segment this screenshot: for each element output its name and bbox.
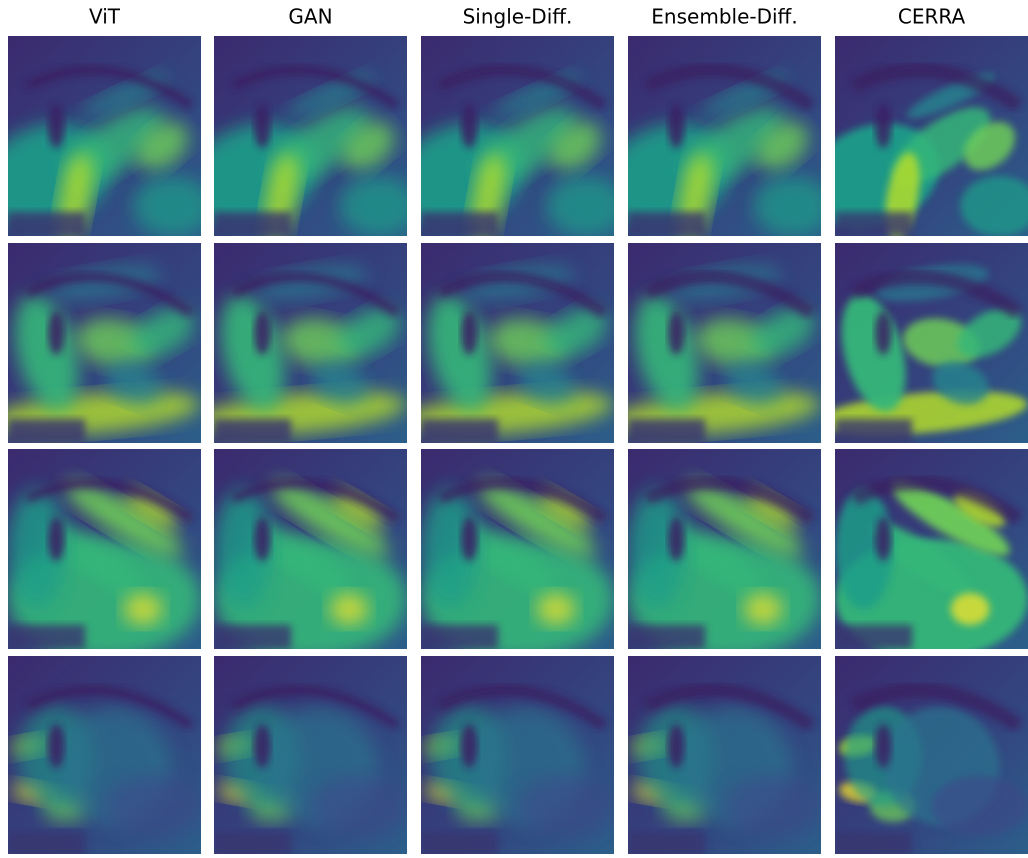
terrain-feature (875, 104, 891, 148)
field-panel (193, 243, 408, 443)
column-title: Single-Diff. (463, 5, 573, 29)
terrain-feature (628, 212, 705, 236)
terrain-feature (48, 517, 64, 561)
terrain-feature (421, 419, 498, 443)
terrain-feature (668, 517, 684, 561)
terrain-feature (214, 212, 291, 236)
terrain-feature (875, 517, 891, 561)
field-blob (744, 593, 783, 625)
field-blob (753, 176, 830, 236)
terrain-feature (628, 625, 705, 649)
terrain-feature (8, 419, 85, 443)
terrain-feature (875, 311, 891, 355)
field-blob (546, 176, 623, 236)
terrain-feature (214, 625, 291, 649)
field-panel (814, 243, 1028, 443)
column-title: ViT (89, 5, 121, 29)
column-title: Ensemble-Diff. (651, 5, 797, 29)
field-blob (124, 593, 163, 625)
field-blob (311, 776, 408, 836)
field-blob (339, 176, 416, 236)
terrain-feature (628, 832, 705, 854)
field-panel (379, 36, 624, 246)
field-panel (214, 449, 407, 659)
terrain-feature (8, 212, 85, 236)
terrain-feature (668, 724, 684, 768)
field-blob (133, 176, 210, 236)
field-blob (725, 776, 822, 836)
terrain-feature (421, 625, 498, 649)
terrain-feature (254, 517, 270, 561)
field-panel (628, 656, 821, 854)
field-panel (835, 656, 1028, 854)
field-panel (421, 449, 614, 659)
field-panel (793, 36, 1028, 246)
field-blob (932, 776, 1028, 836)
terrain-feature (835, 419, 912, 443)
figure: ViT GAN Single-Diff. Ensemble-Diff. CERRA (0, 0, 1028, 854)
terrain-feature (254, 104, 270, 148)
terrain-feature (461, 104, 477, 148)
terrain-feature (8, 625, 85, 649)
terrain-feature (254, 724, 270, 768)
terrain-feature (48, 724, 64, 768)
terrain-feature (461, 517, 477, 561)
field-panel (628, 449, 821, 659)
terrain-feature (668, 311, 684, 355)
column-titles: ViT GAN Single-Diff. Ensemble-Diff. CERRA (89, 5, 965, 29)
column-title: CERRA (898, 5, 966, 29)
field-panel (400, 243, 615, 443)
terrain-feature (421, 212, 498, 236)
field-blob (518, 776, 615, 836)
terrain-feature (461, 311, 477, 355)
field-blob (537, 593, 576, 625)
field-panel (835, 449, 1028, 659)
terrain-feature (668, 104, 684, 148)
terrain-feature (875, 724, 891, 768)
terrain-feature (835, 625, 912, 649)
terrain-feature (421, 832, 498, 854)
field-panel (0, 36, 211, 246)
terrain-feature (461, 724, 477, 768)
terrain-feature (48, 311, 64, 355)
field-blob (951, 593, 990, 625)
field-panel (607, 243, 822, 443)
terrain-feature (835, 212, 912, 236)
terrain-feature (254, 311, 270, 355)
terrain-feature (628, 419, 705, 443)
terrain-feature (214, 832, 291, 854)
field-panel (8, 656, 201, 854)
field-panel (214, 656, 407, 854)
terrain-feature (835, 832, 912, 854)
terrain-feature (214, 419, 291, 443)
field-panel (586, 36, 831, 246)
panel-grid (0, 36, 1028, 854)
field-panel (421, 656, 614, 854)
field-panel (0, 243, 202, 443)
terrain-feature (48, 104, 64, 148)
column-title: GAN (288, 5, 332, 29)
field-blob (330, 593, 369, 625)
terrain-feature (8, 832, 85, 854)
field-blob (105, 776, 202, 836)
field-panel (8, 449, 201, 659)
field-panel (172, 36, 417, 246)
